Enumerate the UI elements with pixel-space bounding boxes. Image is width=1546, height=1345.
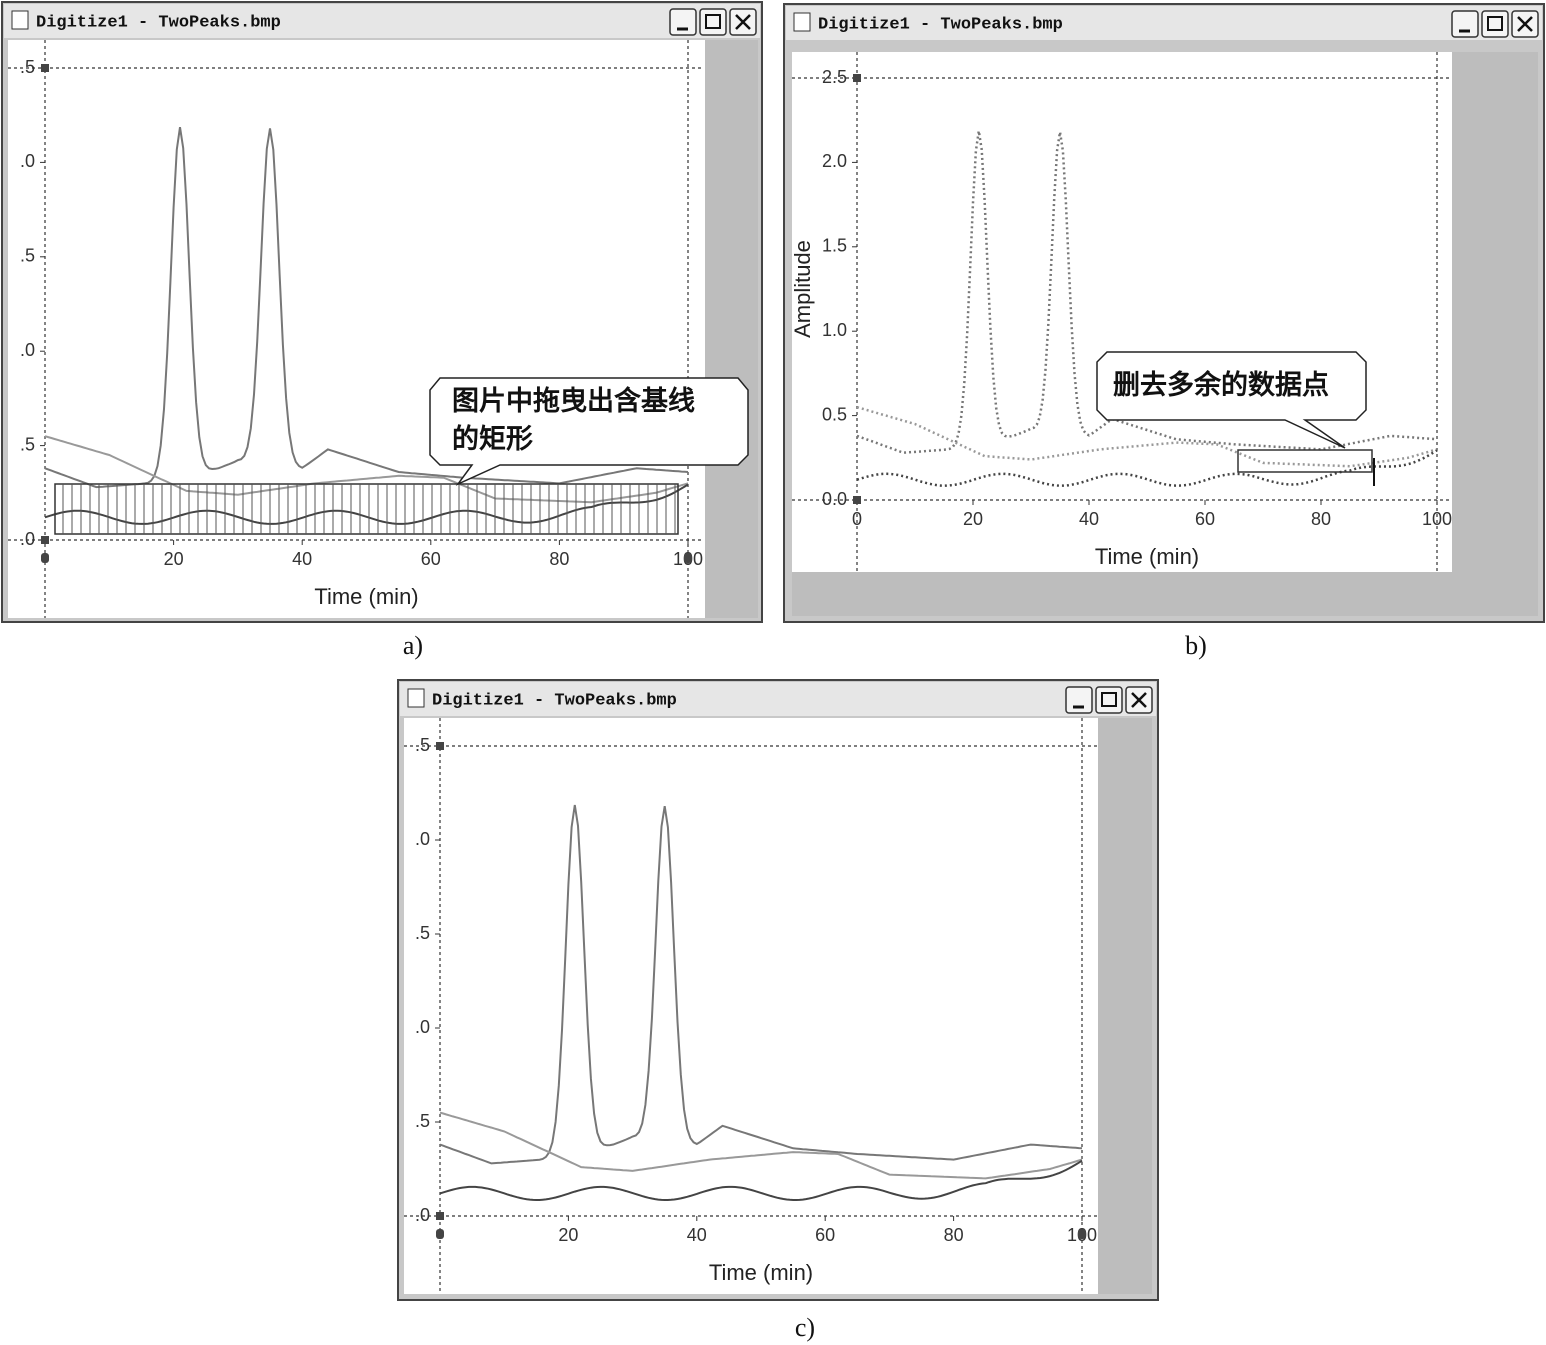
callout	[429, 377, 749, 486]
panel-caption: a)	[403, 631, 423, 660]
axis-handle[interactable]	[684, 553, 692, 563]
selection-rect	[1237, 449, 1373, 473]
window: Digitize1 - TwoPeaks.bmp .5 .0 .5 .0 .5 .0 20 40…	[1, 1, 763, 623]
x-tick-label: 40	[687, 1225, 707, 1245]
icon	[1517, 16, 1533, 32]
window-icon	[793, 12, 811, 32]
x-tick-label: 80	[549, 549, 569, 569]
window-title: Digitize1 - TwoPeaks.bmp	[36, 13, 281, 32]
minimize-button[interactable]	[1451, 10, 1479, 38]
window-title: Digitize1 - TwoPeaks.bmp	[432, 691, 677, 710]
y-tick-label: .5	[20, 246, 35, 266]
axis-handle[interactable]	[436, 1212, 444, 1220]
curve	[439, 1159, 1083, 1201]
canvas	[8, 40, 705, 618]
x-tick-label: 60	[421, 549, 441, 569]
y-tick-label: 1.5	[822, 236, 847, 256]
x-tick-label: 80	[944, 1225, 964, 1245]
icon	[1101, 692, 1117, 707]
y-tick-label: .0	[415, 829, 430, 849]
y-tick-label: .0	[20, 151, 35, 171]
y-tick-label: .5	[415, 1111, 430, 1131]
icon	[705, 14, 721, 29]
x-tick-label: 0	[852, 509, 862, 529]
title-bar	[4, 4, 760, 38]
y-tick-label: .5	[415, 923, 430, 943]
axis-handle[interactable]	[1078, 1229, 1086, 1239]
y-tick-label: 2.5	[822, 67, 847, 87]
callout-text: 删去多余的数据点	[1113, 369, 1329, 400]
panel-caption: b)	[1185, 631, 1207, 660]
window-icon	[407, 688, 425, 708]
x-tick-label: 20	[164, 549, 184, 569]
icon	[1487, 16, 1503, 31]
panel-caption: c)	[795, 1313, 815, 1342]
x-tick-label: 80	[1311, 509, 1331, 529]
x-tick-label: 100	[1422, 509, 1452, 529]
gray-area	[705, 40, 758, 618]
x-axis-label: Time (min)	[1095, 544, 1199, 569]
gray-area	[1098, 718, 1152, 1294]
x-tick-label: 40	[292, 549, 312, 569]
curve	[44, 483, 689, 525]
axis-handle[interactable]	[436, 1229, 444, 1239]
x-tick-label: 20	[558, 1225, 578, 1245]
selection-rect	[54, 483, 679, 535]
window: Digitize1 - TwoPeaks.bmp .5 .0 .5 .0 .5 .0 20 40…	[397, 679, 1159, 1301]
x-tick-label: 40	[1079, 509, 1099, 529]
callout-text: 的矩形	[452, 423, 533, 454]
icon	[1131, 692, 1147, 708]
axis-handle[interactable]	[853, 74, 861, 82]
y-tick-label: 0.5	[822, 404, 847, 424]
x-tick-label: 60	[815, 1225, 835, 1245]
axis-handle[interactable]	[41, 553, 49, 563]
curve	[44, 127, 689, 489]
x-axis-label: Time (min)	[709, 1260, 813, 1285]
curve	[439, 804, 1083, 1165]
curve	[856, 405, 1438, 468]
window: Digitize1 - TwoPeaks.bmp 2.5 2.0 1.5 1.0 0.5 0…	[783, 3, 1545, 623]
y-tick-label: .0	[20, 529, 35, 549]
y-tick-label: 0.0	[822, 489, 847, 509]
y-tick-label: .0	[415, 1017, 430, 1037]
axis-handle[interactable]	[853, 496, 861, 504]
y-tick-label: .5	[20, 434, 35, 454]
axis-handle[interactable]	[436, 742, 444, 750]
canvas	[404, 718, 1098, 1294]
y-tick-label: .5	[415, 735, 430, 755]
axis-handle[interactable]	[41, 536, 49, 544]
callout	[1096, 351, 1367, 449]
x-axis-label: Time (min)	[314, 584, 418, 609]
curve	[439, 1111, 1083, 1180]
gray-area	[1452, 52, 1538, 572]
canvas	[792, 52, 1452, 572]
callout-text: 图片中拖曳出含基线	[452, 385, 695, 416]
minimize-button[interactable]	[1065, 686, 1093, 714]
y-axis-label: Amplitude	[790, 240, 815, 338]
gray-area	[792, 572, 1538, 616]
x-tick-label: 20	[963, 509, 983, 529]
y-tick-label: .0	[20, 340, 35, 360]
title-bar	[786, 6, 1542, 40]
title-bar	[400, 682, 1156, 716]
curve	[856, 130, 1438, 454]
curve	[44, 435, 689, 504]
x-tick-label: 60	[1195, 509, 1215, 529]
y-tick-label: .5	[20, 57, 35, 77]
window-title: Digitize1 - TwoPeaks.bmp	[818, 15, 1063, 34]
maximize-button[interactable]	[1095, 686, 1123, 714]
maximize-button[interactable]	[699, 8, 727, 36]
maximize-button[interactable]	[1481, 10, 1509, 38]
y-tick-label: 2.0	[822, 151, 847, 171]
axis-handle[interactable]	[41, 64, 49, 72]
minimize-button[interactable]	[669, 8, 697, 36]
icon	[735, 14, 751, 30]
window-icon	[11, 10, 29, 30]
y-tick-label: 1.0	[822, 320, 847, 340]
y-tick-label: .0	[415, 1205, 430, 1225]
